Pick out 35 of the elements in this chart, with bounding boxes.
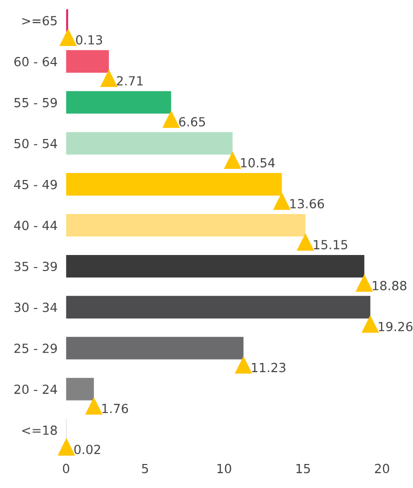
y-tick-label: >=65 <box>22 16 57 26</box>
data-label: 19.26 <box>378 322 412 332</box>
y-tick-label: 20 - 24 <box>14 384 58 394</box>
y-tick-label: 40 - 44 <box>14 220 58 230</box>
bar <box>66 50 109 73</box>
data-label: 0.13 <box>76 35 102 45</box>
data-label: 13.66 <box>290 198 324 208</box>
bar <box>66 336 244 360</box>
bar <box>66 214 306 237</box>
data-label: 0.02 <box>74 444 100 454</box>
data-label: 18.88 <box>372 280 406 290</box>
data-label: 1.76 <box>102 404 128 414</box>
y-tick-label: 35 - 39 <box>14 262 57 272</box>
data-label: 6.65 <box>179 117 205 126</box>
data-label: 15.15 <box>314 240 348 250</box>
x-tick-label: 20 <box>374 464 390 474</box>
y-tick-label: <=18 <box>22 426 57 435</box>
bar <box>66 91 172 114</box>
bar <box>66 132 233 155</box>
y-tick-label: 45 - 49 <box>14 180 57 190</box>
y-tick-label: 60 - 64 <box>14 56 58 66</box>
data-label: 10.54 <box>241 158 275 168</box>
x-tick-label: 5 <box>142 464 148 474</box>
bar <box>66 296 370 318</box>
bar <box>66 378 94 400</box>
data-label: 2.71 <box>116 76 143 86</box>
bar <box>66 254 364 278</box>
x-tick-label: 0 <box>62 464 70 474</box>
y-tick-label: 25 - 29 <box>14 344 57 354</box>
y-tick-label: 50 - 54 <box>14 138 58 148</box>
x-tick-label: 15 <box>296 464 310 474</box>
x-tick-label: 10 <box>217 464 232 474</box>
y-tick-label: 30 - 34 <box>14 302 58 312</box>
data-label: 11.23 <box>252 362 286 372</box>
y-tick-label: 55 - 59 <box>14 98 57 108</box>
